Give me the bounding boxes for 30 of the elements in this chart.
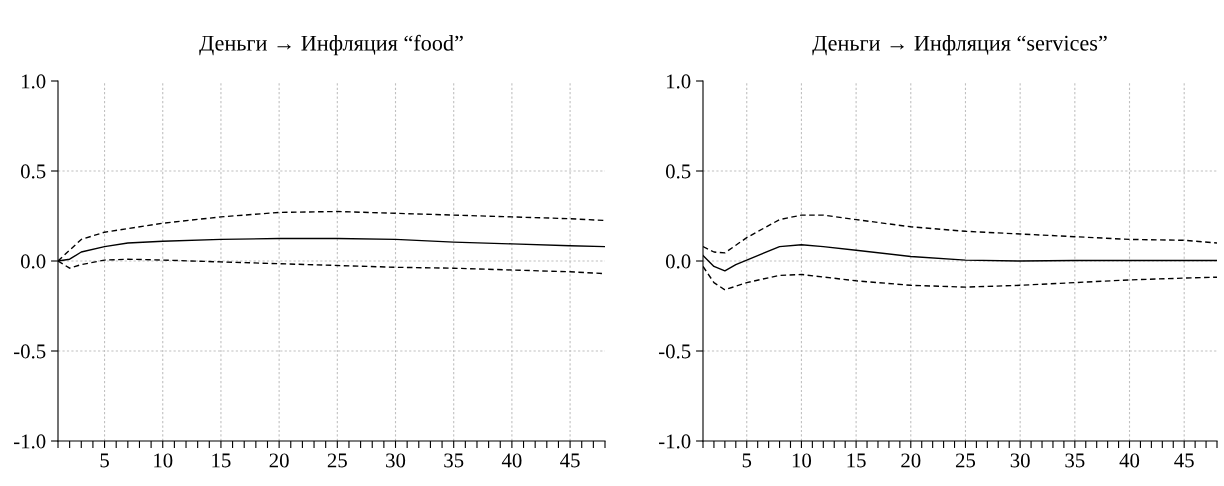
x-tick-label: 45 bbox=[1174, 453, 1194, 468]
y-tick-label: -1.0 bbox=[13, 434, 46, 449]
y-tick-label: 1.0 bbox=[21, 74, 46, 89]
x-tick-label: 40 bbox=[501, 453, 522, 468]
x-tick-label: 25 bbox=[955, 453, 976, 468]
x-tick-label: 45 bbox=[560, 453, 580, 468]
x-tick-label: 30 bbox=[1010, 453, 1030, 468]
chart-title: Деньги → Инфляция “food” bbox=[199, 34, 463, 56]
x-tick-label: 35 bbox=[444, 453, 464, 468]
x-tick-label: 25 bbox=[327, 453, 347, 468]
x-tick-label: 30 bbox=[386, 453, 406, 468]
x-tick-label: 10 bbox=[792, 453, 812, 468]
x-tick-label: 10 bbox=[154, 453, 173, 468]
y-tick-label: -1.0 bbox=[658, 434, 691, 449]
x-tick-label: 5 bbox=[742, 453, 752, 468]
x-tick-label: 15 bbox=[212, 453, 231, 468]
x-tick-label: 40 bbox=[1119, 453, 1140, 468]
y-tick-label: 0.0 bbox=[20, 254, 46, 269]
x-tick-label: 20 bbox=[269, 453, 289, 468]
y-tick-label: 0.0 bbox=[665, 254, 691, 269]
x-tick-label: 15 bbox=[847, 453, 866, 468]
y-tick-label: 1.0 bbox=[666, 74, 691, 89]
y-tick-label: 0.5 bbox=[20, 164, 46, 179]
x-tick-label: 20 bbox=[901, 453, 921, 468]
y-tick-label: -0.5 bbox=[13, 344, 46, 359]
chart-title: Деньги → Инфляция “services” bbox=[812, 35, 1107, 56]
x-tick-label: 35 bbox=[1065, 453, 1085, 468]
x-tick-label: 5 bbox=[100, 453, 109, 468]
y-tick-label: -0.5 bbox=[658, 344, 691, 359]
y-tick-label: 0.5 bbox=[665, 164, 691, 179]
